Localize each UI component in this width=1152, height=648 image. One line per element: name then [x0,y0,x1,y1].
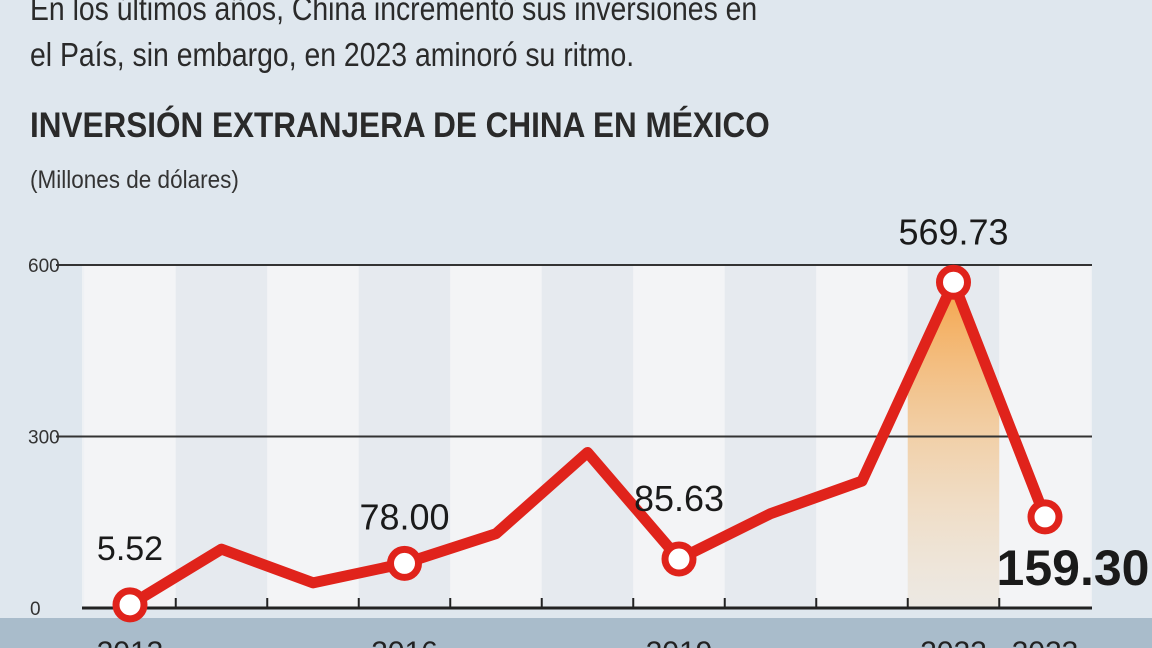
y-tick-label: 300 [28,428,60,449]
data-label: 569.73 [898,211,1008,252]
y-tick-label: 600 [28,256,60,277]
x-tick-label: 2022 [920,636,987,648]
data-label: 159.30 [997,540,1150,596]
chart-subtitle: (Millones de dólares) [30,166,239,194]
data-point-marker [387,545,422,581]
data-point-marker [1027,499,1063,535]
x-tick-label: 2023 [1012,636,1079,648]
x-tick-label: 2013 [97,636,164,648]
x-tick-label: 2019 [646,636,713,648]
data-label: 85.63 [634,478,724,519]
intro-line-1: En los últimos años, China incrementó su… [30,0,758,27]
highlight-area [907,282,1000,608]
y-tick-label: 0 [30,599,41,620]
data-point-marker [936,264,971,300]
data-label: 5.52 [97,530,163,568]
intro-text: En los últimos años, China incrementó su… [30,0,757,78]
data-point-marker [112,587,148,623]
chart-title: INVERSIÓN EXTRANJERA DE CHINA EN MÉXICO [30,106,770,145]
intro-line-2: el País, sin embargo, en 2023 aminoró su… [30,36,635,73]
data-point-marker [661,541,697,577]
x-tick-label: 2016 [371,636,438,648]
series-line [124,276,1051,611]
axis-band [0,618,1152,648]
data-label: 78.00 [359,496,449,537]
